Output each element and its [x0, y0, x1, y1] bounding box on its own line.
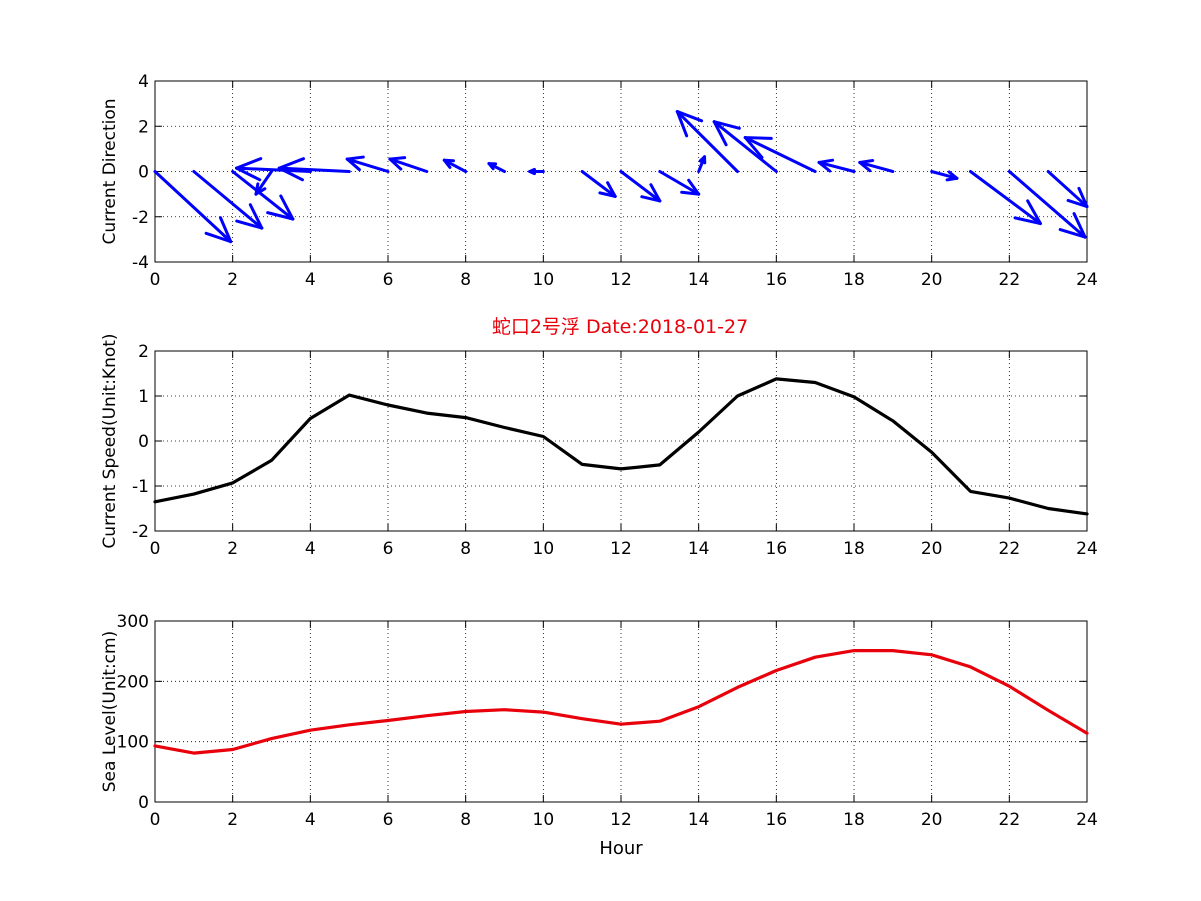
chart2-xtick-label: 10 — [533, 810, 555, 830]
chart2-ytick-label: 0 — [138, 793, 149, 813]
current-direction-arrow — [388, 156, 429, 173]
chart0-xtick-label: 0 — [150, 270, 161, 290]
current-direction-arrow — [743, 136, 817, 173]
chart1-xtick-label: 12 — [610, 539, 632, 559]
chart2-xtick-label: 2 — [227, 810, 238, 830]
chart0-xtick-label: 8 — [460, 270, 471, 290]
chart2-xlabel: Hour — [599, 838, 643, 859]
current-direction-arrow — [345, 155, 390, 173]
chart0-ytick-label: 4 — [138, 72, 149, 92]
chart2-ylabel: Sea Level(Unit:cm) — [100, 631, 120, 792]
chart2-xtick-label: 16 — [766, 810, 788, 830]
figure-title: 蛇口2号浮 Date:2018-01-27 — [492, 316, 748, 338]
chart2-xtick-label: 20 — [921, 810, 943, 830]
chart1-xtick-label: 8 — [460, 539, 471, 559]
current-direction-arrow — [1046, 170, 1089, 209]
chart0-xtick-label: 16 — [766, 270, 788, 290]
current-direction-arrow — [235, 157, 312, 182]
current-direction-arrow — [580, 170, 617, 198]
current-direction-arrow — [153, 170, 233, 244]
chart0-xtick-label: 2 — [227, 270, 238, 290]
chart2-xtick-label: 18 — [843, 810, 865, 830]
current-direction-arrow — [675, 110, 739, 173]
current-direction-arrow — [442, 158, 468, 173]
chart2-xtick-label: 8 — [460, 810, 471, 830]
chart1-xtick-label: 14 — [688, 539, 710, 559]
chart2-xtick-label: 12 — [610, 810, 632, 830]
chart2-series-line-0 — [153, 648, 1089, 755]
chart1-ytick-label: 0 — [138, 432, 149, 452]
chart1-xtick-label: 24 — [1076, 539, 1098, 559]
current-direction-arrow — [528, 167, 545, 176]
current-direction-arrow — [254, 170, 273, 196]
current-direction-arrow — [487, 162, 506, 173]
chart1-xtick-label: 22 — [999, 539, 1021, 559]
current-direction-arrow — [277, 157, 351, 182]
chart0-xtick-label: 18 — [843, 270, 865, 290]
current-direction-arrow — [658, 170, 701, 196]
chart2-xtick-label: 4 — [305, 810, 316, 830]
chart1-ytick-label: -1 — [132, 477, 149, 497]
chart1-ylabel: Current Speed(Unit:Knot) — [100, 333, 120, 548]
current-direction-arrow — [231, 170, 295, 221]
chart2-xtick-label: 14 — [688, 810, 710, 830]
current-direction-arrow — [858, 158, 895, 173]
current-direction-arrow — [619, 170, 662, 203]
chart0-xtick-label: 12 — [610, 270, 632, 290]
chart0-xtick-label: 24 — [1076, 270, 1098, 290]
chart1-ytick-label: 1 — [138, 387, 149, 407]
chart0-xtick-label: 10 — [533, 270, 555, 290]
chart1-xtick-label: 10 — [533, 539, 555, 559]
chart2-xtick-label: 22 — [999, 810, 1021, 830]
chart1-ytick-label: 2 — [138, 342, 149, 362]
chart1-ytick-label: -2 — [132, 522, 149, 542]
chart1-xtick-label: 0 — [150, 539, 161, 559]
chart0-ytick-label: -4 — [132, 253, 149, 273]
chart0-ytick-label: 0 — [138, 163, 149, 183]
chart2-ytick-label: 100 — [117, 733, 149, 753]
current-direction-arrow — [1007, 170, 1087, 239]
current-direction-arrow — [712, 120, 778, 173]
chart2-ytick-label: 200 — [117, 672, 149, 692]
current-direction-arrow — [697, 155, 707, 173]
chart2-xtick-label: 0 — [150, 810, 161, 830]
chart0-xtick-label: 6 — [383, 270, 394, 290]
chart0-ylabel: Current Direction — [100, 98, 120, 244]
chart1-xtick-label: 4 — [305, 539, 316, 559]
current-direction-arrow — [817, 158, 856, 173]
chart0-xtick-label: 4 — [305, 270, 316, 290]
chart1-series-line-0 — [153, 377, 1089, 516]
chart0-xtick-label: 14 — [688, 270, 710, 290]
chart2-ytick-label: 300 — [117, 612, 149, 632]
chart0-xtick-label: 22 — [999, 270, 1021, 290]
current-direction-arrow — [930, 170, 959, 182]
chart1-xtick-label: 2 — [227, 539, 238, 559]
chart1-xtick-label: 16 — [766, 539, 788, 559]
current-direction-arrow — [192, 170, 264, 230]
chart2-xtick-label: 6 — [383, 810, 394, 830]
chart0-ytick-label: -2 — [132, 208, 149, 228]
chart1-xtick-label: 6 — [383, 539, 394, 559]
chart1-xtick-label: 18 — [843, 539, 865, 559]
chart2-xtick-label: 24 — [1076, 810, 1098, 830]
chart0-xtick-label: 20 — [921, 270, 943, 290]
chart1-xtick-label: 20 — [921, 539, 943, 559]
chart0-ytick-label: 2 — [138, 117, 149, 137]
current-direction-arrow — [969, 170, 1042, 226]
